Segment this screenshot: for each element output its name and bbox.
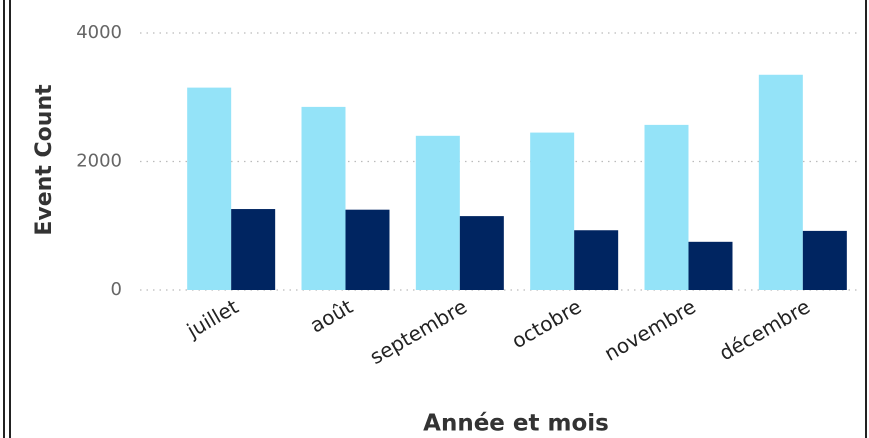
bar xyxy=(415,135,460,290)
x-axis-label: Année et mois xyxy=(423,411,609,437)
bar xyxy=(345,209,390,290)
bar xyxy=(688,241,733,290)
bar xyxy=(231,209,276,290)
bar xyxy=(530,132,575,290)
bar xyxy=(644,124,689,290)
bar xyxy=(459,216,504,290)
y-tick-label: 2000 xyxy=(76,151,122,172)
bar xyxy=(301,106,346,290)
y-tick-label: 4000 xyxy=(76,22,122,43)
bar xyxy=(802,230,847,290)
y-tick-label: 0 xyxy=(111,279,122,300)
bar xyxy=(758,74,803,290)
bar xyxy=(187,87,232,290)
y-axis-label: Event Count xyxy=(32,84,57,236)
bar xyxy=(574,230,619,290)
